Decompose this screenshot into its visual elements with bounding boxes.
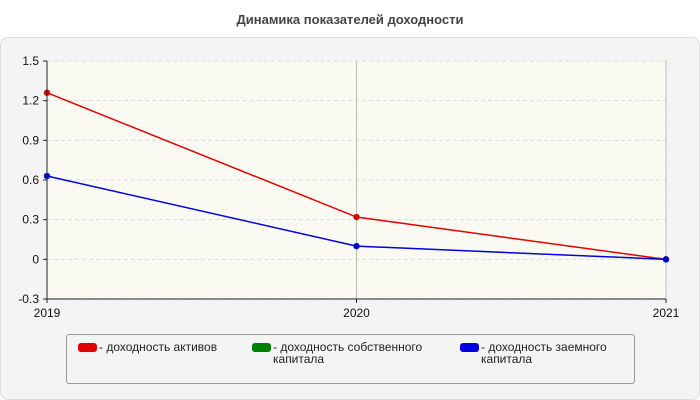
- y-tick-label: 0.6: [22, 173, 39, 187]
- chart-title: Динамика показателей доходности: [236, 12, 464, 27]
- legend-swatch-green: [252, 343, 271, 352]
- x-tick-label: 2019: [34, 306, 61, 320]
- data-point: [353, 242, 360, 250]
- y-tick-label: 1.2: [22, 94, 39, 108]
- data-point: [662, 256, 670, 263]
- y-axis-ticks: 1.5 1.2 0.9 0.6 0.3 0 -0.3: [18, 54, 47, 306]
- data-point: [353, 213, 360, 221]
- y-tick-label: -0.3: [18, 292, 39, 306]
- x-tick-label: 2020: [343, 306, 370, 320]
- legend-swatch-red: [78, 343, 97, 352]
- x-tick-label: 2021: [653, 306, 680, 320]
- y-tick-label: 0: [32, 252, 39, 266]
- legend: - доходность активов - доходность собств…: [66, 334, 635, 384]
- y-tick-label: 0.3: [22, 213, 39, 227]
- legend-swatch-blue: [460, 343, 479, 352]
- y-tick-label: 0.9: [22, 133, 39, 147]
- x-axis-ticks: 2019 2020 2021: [34, 299, 680, 320]
- legend-label: - доходность заемного капитала: [481, 340, 607, 366]
- y-tick-label: 1.5: [22, 54, 39, 68]
- series-lines: [43, 89, 670, 263]
- legend-label: - доходность собственного капитала: [273, 340, 423, 366]
- legend-label: - доходность активов: [99, 340, 218, 354]
